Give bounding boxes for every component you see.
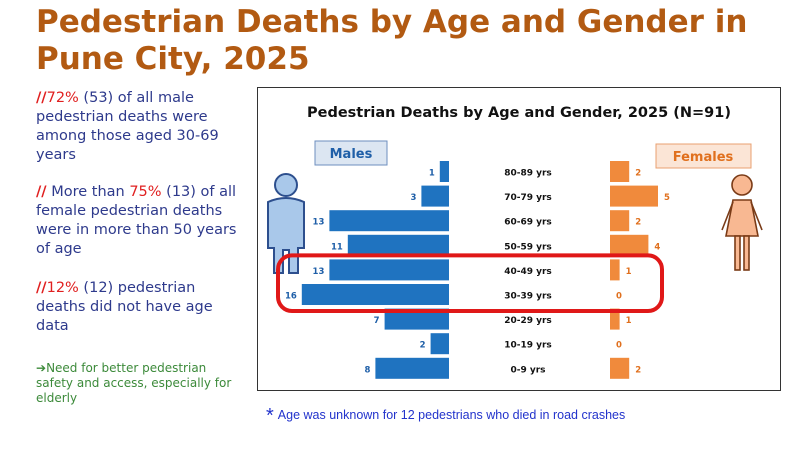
female-bar <box>610 234 649 256</box>
age-group-label: 40-49 yrs <box>504 267 552 277</box>
female-bar <box>610 161 630 182</box>
bullet-text: (53) of all male pedestrian deaths were … <box>36 90 219 163</box>
male-value-label: 13 <box>313 267 325 277</box>
bullet-prefix: More than <box>46 184 130 200</box>
age-group-label: 50-59 yrs <box>504 242 552 252</box>
female-value-label: 0 <box>616 341 622 351</box>
female-bar <box>610 210 630 232</box>
bullet-female-over-50: // More than 75% (13) of all female pede… <box>36 183 246 259</box>
male-legend-box <box>314 140 388 166</box>
male-bar <box>329 259 449 281</box>
age-group-label: 20-29 yrs <box>504 316 552 326</box>
female-bar <box>610 308 620 330</box>
male-value-label: 2 <box>420 341 426 351</box>
male-value-label: 11 <box>331 242 343 252</box>
bullet-highlight: 75% <box>129 184 162 200</box>
male-value-label: 16 <box>285 292 297 302</box>
female-bar <box>610 357 630 379</box>
female-value-label: 1 <box>626 267 632 277</box>
footnote-star-icon: * <box>266 405 274 427</box>
female-value-label: 5 <box>664 193 670 203</box>
male-legend-label: Males <box>330 147 373 162</box>
male-value-label: 3 <box>410 193 416 203</box>
male-value-label: 13 <box>313 218 325 228</box>
footnote: * Age was unknown for 12 pedestrians who … <box>266 405 625 428</box>
bullet-marker: // <box>36 90 47 106</box>
male-bar <box>329 210 449 232</box>
male-bar <box>384 308 449 330</box>
recommendation-note: ➔Need for better pedestrian safety and a… <box>36 361 246 406</box>
arrow-icon: ➔ <box>36 361 47 375</box>
age-group-label: 30-39 yrs <box>504 292 552 302</box>
bullet-unknown-age: //12% (12) pedestrian deaths did not hav… <box>36 279 246 336</box>
male-bar <box>439 161 449 182</box>
bars-layer: 1 80-89 yrs 23 70-79 yrs 513 60-69 yrs 211 50-5… <box>285 161 670 379</box>
age-group-label: 70-79 yrs <box>504 193 552 203</box>
bullet-male-30-69: //72% (53) of all male pedestrian deaths… <box>36 89 246 165</box>
male-value-label: 8 <box>364 365 370 375</box>
bullet-text: (12) pedestrian deaths did not have age … <box>36 280 213 334</box>
female-bar <box>610 185 658 207</box>
male-value-label: 1 <box>429 169 435 179</box>
bullet-text: (13) of all female pedestrian deaths wer… <box>36 184 237 257</box>
age-group-label: 0-9 yrs <box>510 365 545 375</box>
male-bar <box>347 234 449 256</box>
age-group-label: 10-19 yrs <box>504 341 552 351</box>
female-value-label: 2 <box>635 365 641 375</box>
female-value-label: 2 <box>635 218 641 228</box>
male-value-label: 7 <box>374 316 380 326</box>
female-value-label: 4 <box>654 242 660 252</box>
female-value-label: 0 <box>616 292 622 302</box>
male-bar <box>430 333 449 355</box>
chart-title: Pedestrian Deaths by Age and Gender, 202… <box>307 105 731 121</box>
bullet-marker: // <box>36 280 47 296</box>
chart-panel: Pedestrian Deaths by Age and Gender, 202… <box>257 87 781 391</box>
female-bar <box>610 259 620 281</box>
female-legend-box <box>655 143 752 169</box>
female-value-label: 2 <box>635 169 641 179</box>
age-group-label: 60-69 yrs <box>504 218 552 228</box>
footnote-text: Age was unknown for 12 pedestrians who d… <box>277 408 626 422</box>
page-title: Pedestrian Deaths by Age and Gender in P… <box>36 4 748 77</box>
population-pyramid-chart: Pedestrian Deaths by Age and Gender, 202… <box>267 105 763 379</box>
bullet-highlight: 12% <box>46 280 79 296</box>
female-figure-icon <box>721 174 763 271</box>
highlight-outline <box>276 253 664 313</box>
bullet-marker: // <box>36 184 47 200</box>
note-text: Need for better pedestrian safety and ac… <box>36 361 232 405</box>
male-bar <box>375 357 449 379</box>
age-group-label: 80-89 yrs <box>504 169 552 179</box>
female-legend-label: Females <box>673 150 734 165</box>
male-bar <box>421 185 449 207</box>
bullet-highlight: 72% <box>46 90 79 106</box>
female-value-label: 1 <box>626 316 632 326</box>
male-bar <box>301 284 449 305</box>
